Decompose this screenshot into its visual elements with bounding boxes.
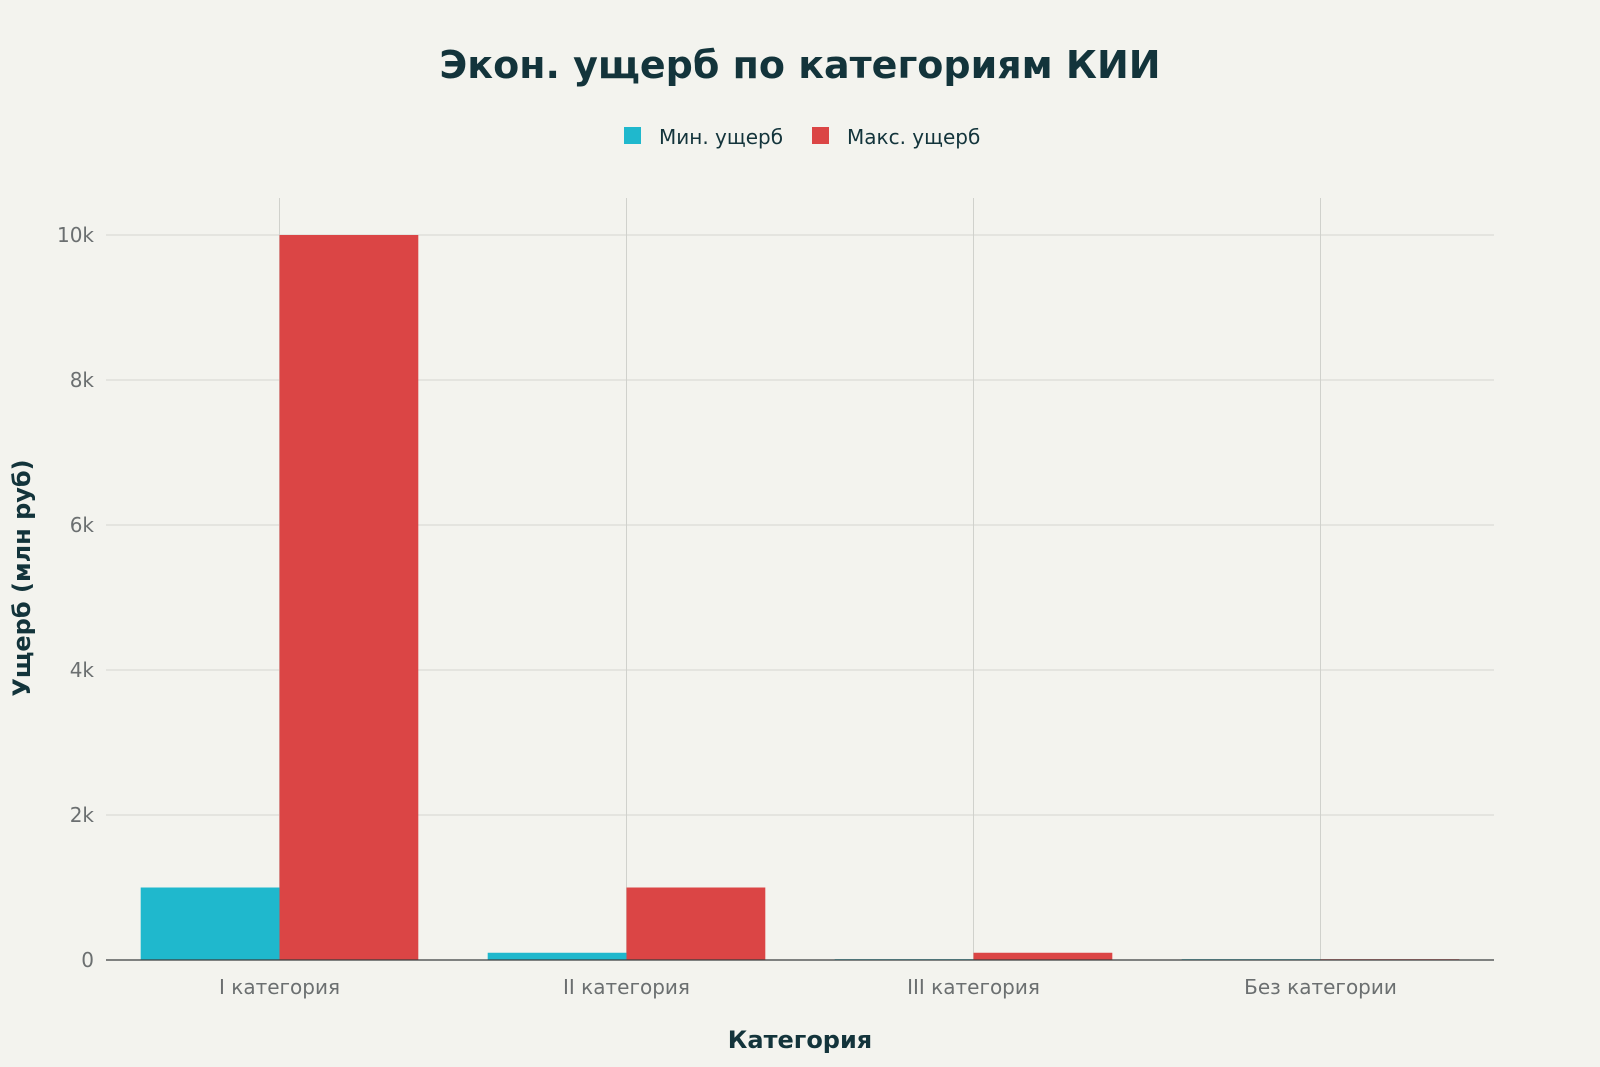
bar-min-damage (140, 887, 280, 960)
bar-max-damage (973, 952, 1113, 960)
bar-max-damage (626, 887, 766, 960)
legend-label-min-damage: Мин. ущерб (659, 125, 783, 149)
y-axis-title: Ущерб (млн руб) (8, 459, 36, 696)
x-tick-label: III категория (907, 975, 1040, 999)
axes: 0 2k 4k 6k 8k 10k I категория II категория III к… (57, 223, 1494, 999)
x-tick-label: II категория (563, 975, 690, 999)
x-tick-label: I категория (219, 975, 340, 999)
legend: Мин. ущерб Макс. ущерб (624, 125, 980, 149)
bar-max-damage (279, 235, 419, 960)
bar-min-damage (487, 952, 627, 960)
x-tick-label: Без категории (1244, 975, 1397, 999)
y-tick-label: 6k (70, 513, 95, 537)
legend-label-max-damage: Макс. ущерб (847, 125, 980, 149)
bars (140, 235, 1460, 960)
y-tick-label: 0 (81, 948, 94, 972)
y-tick-label: 4k (70, 658, 95, 682)
x-axis-title: Категория (728, 1026, 872, 1054)
y-tick-label: 8k (70, 368, 95, 392)
y-tick-label: 2k (70, 803, 95, 827)
chart-title: Экон. ущерб по категориям КИИ (439, 43, 1160, 87)
y-tick-label: 10k (57, 223, 94, 247)
legend-swatch-max-damage (812, 127, 829, 144)
legend-swatch-min-damage (624, 127, 641, 144)
